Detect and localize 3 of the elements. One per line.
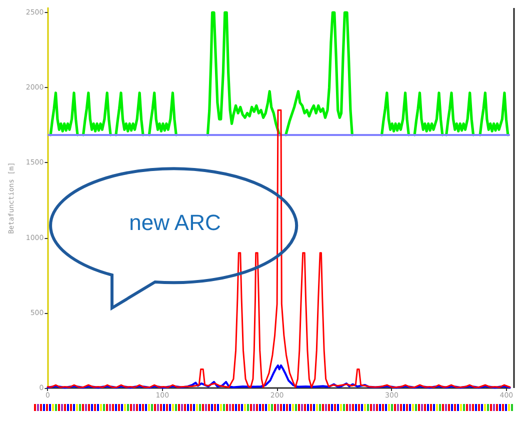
line-series (46, 364, 511, 389)
annotation: new ARC (128, 210, 222, 236)
line-series (46, 109, 511, 388)
